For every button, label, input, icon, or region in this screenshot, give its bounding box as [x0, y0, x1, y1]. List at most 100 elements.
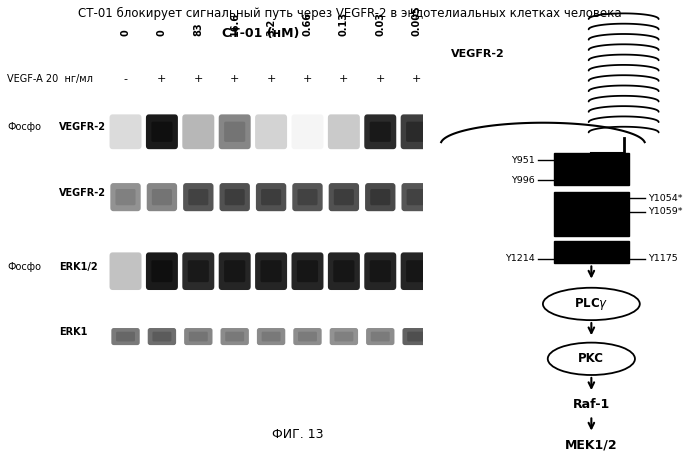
- FancyBboxPatch shape: [333, 260, 354, 282]
- Text: 0: 0: [157, 29, 167, 36]
- Text: Фосфо: Фосфо: [7, 262, 41, 272]
- FancyBboxPatch shape: [147, 328, 176, 345]
- Text: +: +: [157, 75, 166, 84]
- Text: VEGF-A 20  нг/мл: VEGF-A 20 нг/мл: [7, 75, 93, 84]
- Text: PKC: PKC: [578, 352, 605, 365]
- FancyBboxPatch shape: [256, 183, 287, 211]
- FancyBboxPatch shape: [188, 260, 209, 282]
- Bar: [554, 153, 629, 185]
- Text: Raf-1: Raf-1: [572, 397, 610, 411]
- Ellipse shape: [548, 343, 635, 375]
- Text: Y1214: Y1214: [505, 254, 535, 263]
- FancyBboxPatch shape: [261, 260, 282, 282]
- Text: +: +: [194, 75, 203, 84]
- Text: Фосфо: Фосфо: [7, 123, 41, 132]
- Text: +: +: [339, 75, 349, 84]
- Text: +: +: [412, 75, 421, 84]
- Text: 0.005: 0.005: [412, 5, 421, 36]
- FancyBboxPatch shape: [294, 328, 322, 345]
- Text: 0: 0: [120, 29, 131, 36]
- FancyBboxPatch shape: [182, 253, 215, 290]
- FancyBboxPatch shape: [370, 332, 390, 342]
- FancyBboxPatch shape: [146, 114, 178, 149]
- Ellipse shape: [543, 288, 640, 320]
- FancyBboxPatch shape: [224, 122, 245, 142]
- Text: 3.2: 3.2: [266, 19, 276, 36]
- Text: VEGFR-2: VEGFR-2: [59, 188, 106, 198]
- FancyBboxPatch shape: [292, 183, 323, 211]
- Text: 0.66: 0.66: [303, 12, 312, 36]
- FancyBboxPatch shape: [219, 253, 251, 290]
- FancyBboxPatch shape: [116, 332, 135, 342]
- FancyBboxPatch shape: [291, 253, 324, 290]
- Text: +: +: [230, 75, 239, 84]
- FancyBboxPatch shape: [334, 189, 354, 205]
- FancyBboxPatch shape: [403, 328, 431, 345]
- Text: ERK1: ERK1: [59, 327, 87, 337]
- FancyBboxPatch shape: [255, 253, 287, 290]
- FancyBboxPatch shape: [110, 253, 141, 290]
- FancyBboxPatch shape: [183, 183, 213, 211]
- FancyBboxPatch shape: [330, 328, 358, 345]
- Text: Y1054*: Y1054*: [648, 194, 682, 203]
- FancyBboxPatch shape: [189, 332, 208, 342]
- FancyBboxPatch shape: [152, 189, 172, 205]
- FancyBboxPatch shape: [147, 183, 177, 211]
- FancyBboxPatch shape: [220, 328, 249, 345]
- Text: 0.03: 0.03: [375, 12, 385, 36]
- Text: ФИГ. 13: ФИГ. 13: [273, 428, 324, 441]
- FancyBboxPatch shape: [110, 183, 140, 211]
- FancyBboxPatch shape: [364, 114, 396, 149]
- FancyBboxPatch shape: [152, 260, 173, 282]
- FancyBboxPatch shape: [328, 114, 360, 149]
- FancyBboxPatch shape: [406, 260, 427, 282]
- FancyBboxPatch shape: [188, 189, 208, 205]
- FancyBboxPatch shape: [219, 114, 251, 149]
- Text: Y996: Y996: [511, 176, 535, 185]
- FancyBboxPatch shape: [182, 114, 215, 149]
- Text: ERK1/2: ERK1/2: [59, 262, 98, 272]
- FancyBboxPatch shape: [408, 332, 426, 342]
- FancyBboxPatch shape: [407, 189, 426, 205]
- FancyBboxPatch shape: [224, 189, 245, 205]
- Bar: [554, 192, 629, 237]
- FancyBboxPatch shape: [406, 122, 427, 142]
- Text: Y1175: Y1175: [648, 254, 677, 263]
- Text: СТ-01 (нМ): СТ-01 (нМ): [222, 27, 299, 40]
- Text: -: -: [124, 75, 127, 84]
- FancyBboxPatch shape: [298, 189, 317, 205]
- FancyBboxPatch shape: [364, 253, 396, 290]
- Text: PLC$\gamma$: PLC$\gamma$: [575, 296, 608, 312]
- Text: 0.13: 0.13: [339, 12, 349, 36]
- FancyBboxPatch shape: [298, 332, 317, 342]
- Bar: [554, 241, 629, 263]
- Text: +: +: [375, 75, 385, 84]
- Text: VEGFR-2: VEGFR-2: [59, 123, 106, 132]
- Text: VEGFR-2: VEGFR-2: [452, 49, 505, 59]
- FancyBboxPatch shape: [225, 332, 244, 342]
- FancyBboxPatch shape: [224, 260, 245, 282]
- FancyBboxPatch shape: [146, 253, 178, 290]
- FancyBboxPatch shape: [111, 328, 140, 345]
- FancyBboxPatch shape: [219, 183, 250, 211]
- FancyBboxPatch shape: [261, 189, 281, 205]
- Text: +: +: [303, 75, 312, 84]
- Text: Y951: Y951: [511, 156, 535, 164]
- Text: Y1059*: Y1059*: [648, 207, 682, 216]
- Text: 16.6: 16.6: [230, 12, 240, 36]
- Text: СТ-01 блокирует сигнальный путь через VEGFR-2 в эндотелиальных клетках человека: СТ-01 блокирует сигнальный путь через VE…: [78, 7, 621, 20]
- FancyBboxPatch shape: [110, 114, 141, 149]
- Text: MEK1/2: MEK1/2: [565, 438, 618, 451]
- FancyBboxPatch shape: [328, 253, 360, 290]
- FancyBboxPatch shape: [261, 332, 280, 342]
- FancyBboxPatch shape: [184, 328, 212, 345]
- FancyBboxPatch shape: [370, 122, 391, 142]
- FancyBboxPatch shape: [152, 332, 171, 342]
- FancyBboxPatch shape: [255, 114, 287, 149]
- FancyBboxPatch shape: [370, 189, 390, 205]
- FancyBboxPatch shape: [152, 122, 173, 142]
- Text: 83: 83: [194, 22, 203, 36]
- FancyBboxPatch shape: [297, 260, 318, 282]
- FancyBboxPatch shape: [334, 332, 353, 342]
- FancyBboxPatch shape: [401, 183, 432, 211]
